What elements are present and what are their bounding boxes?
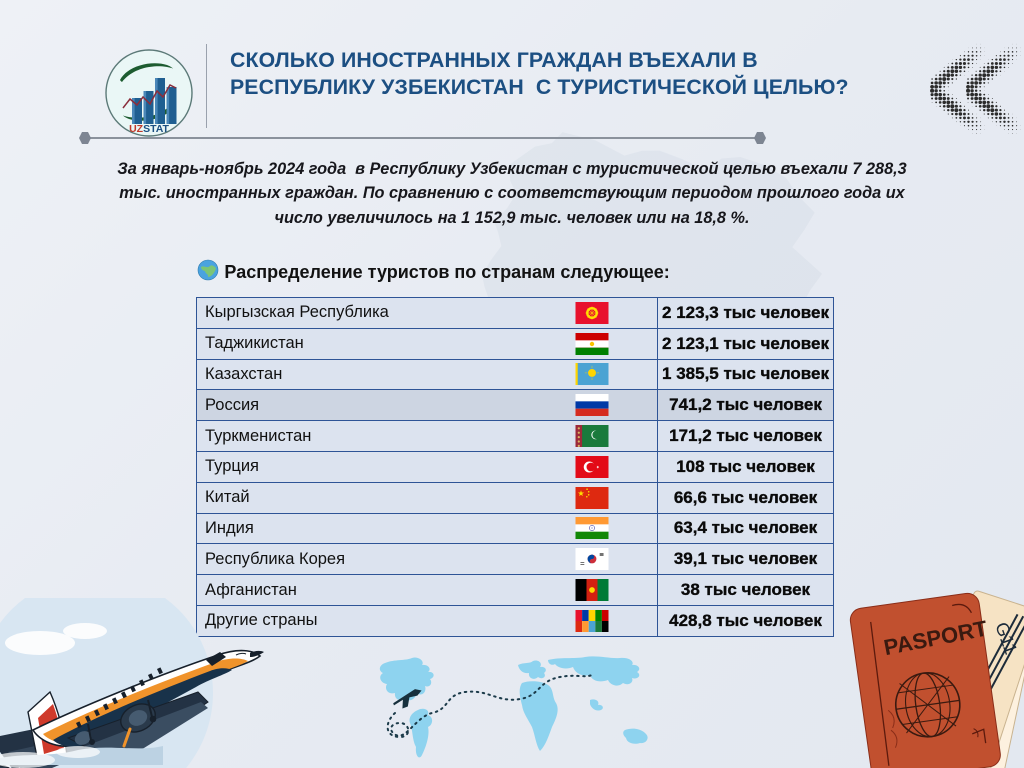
svg-text:UZSTAT: UZSTAT <box>129 123 169 135</box>
